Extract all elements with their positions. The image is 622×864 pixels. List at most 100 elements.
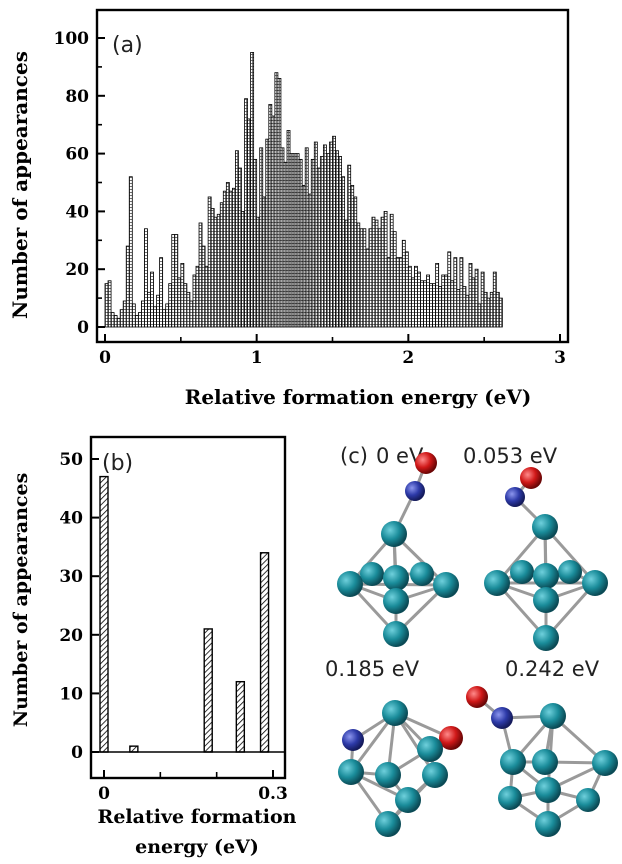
metal-atom xyxy=(582,570,608,596)
chart-a-bar xyxy=(235,150,239,328)
chart-b-ytick-label: 30 xyxy=(59,567,83,587)
chart-a-bar xyxy=(107,280,112,328)
chart-a-bar xyxy=(122,300,127,328)
metal-atom xyxy=(576,788,600,812)
chart-a-bar xyxy=(347,164,352,328)
chart-a-bar xyxy=(125,245,130,328)
chart-a-bar xyxy=(286,130,291,328)
chart-a-bar xyxy=(374,219,379,328)
chart-a-bar xyxy=(368,228,373,328)
chart-a-bar xyxy=(265,138,270,328)
oxygen-atom xyxy=(415,452,437,474)
structure-3-energy: 0.185 eV xyxy=(325,657,420,681)
oxygen-atom xyxy=(520,467,542,489)
chart-a-bar xyxy=(459,257,464,328)
chart-a-bar xyxy=(453,257,458,328)
chart-a-bar xyxy=(177,277,182,328)
chart-a-bar xyxy=(304,147,309,328)
chart-a-bar xyxy=(395,257,400,328)
chart-a-bar xyxy=(383,210,388,328)
chart-a-bar xyxy=(159,257,164,328)
metal-atom xyxy=(592,750,618,776)
metal-atom xyxy=(533,587,559,613)
chart-a-bar xyxy=(192,274,197,328)
chart-a-bar xyxy=(162,309,167,328)
chart-a-bar xyxy=(492,271,497,328)
chart-a-bar xyxy=(204,265,209,328)
chart-a-bar xyxy=(213,216,218,328)
metal-atom xyxy=(381,521,407,547)
chart-b-bar xyxy=(99,475,109,753)
chart-b-xlabel-line-1: Relative formation xyxy=(98,806,297,828)
chart-a-bar xyxy=(344,219,349,328)
chart-b-ytick-label: 50 xyxy=(59,450,83,470)
chart-a-bar xyxy=(429,283,434,328)
chart-a-ytick-label: 60 xyxy=(65,145,89,165)
metal-atom xyxy=(532,514,558,540)
chart-b-xtick-label: 0 xyxy=(98,784,110,804)
cluster-structures xyxy=(337,452,618,837)
chart-a-bar xyxy=(417,271,421,328)
chart-a-bar xyxy=(144,228,148,328)
chart-a-bar xyxy=(225,182,230,328)
metal-atom xyxy=(535,777,561,803)
chart-a-bar xyxy=(216,213,221,328)
structure-4-energy: 0.242 eV xyxy=(505,657,600,681)
chart-a-bar xyxy=(186,291,191,328)
chart-a-bar xyxy=(271,115,276,328)
chart-a-bar xyxy=(134,315,139,328)
chart-a-bar xyxy=(116,317,121,328)
nitrogen-atom xyxy=(505,487,525,507)
chart-a-bar xyxy=(165,303,170,328)
metal-atom xyxy=(510,560,534,584)
chart-a-bar xyxy=(119,309,124,328)
chart-b-bar xyxy=(203,628,213,753)
metal-atom xyxy=(532,749,558,775)
chart-a-bar xyxy=(310,158,315,328)
structure-2-energy: 0.053 eV xyxy=(463,444,558,468)
chart-a-bar xyxy=(238,167,242,328)
metal-atom xyxy=(383,588,409,614)
metal-atom xyxy=(383,565,409,591)
metal-atom xyxy=(535,811,561,837)
chart-a-bar xyxy=(298,158,303,328)
chart-a-bar xyxy=(471,277,476,328)
chart-a-bar xyxy=(174,234,179,328)
metal-atom xyxy=(558,560,582,584)
chart-a-bar xyxy=(456,289,461,328)
chart-b-bar xyxy=(259,552,270,753)
chart-a-ytick-label: 20 xyxy=(65,260,89,280)
chart-a-bar xyxy=(386,257,391,328)
structure-3 xyxy=(338,700,463,837)
chart-a-bar xyxy=(189,300,194,328)
chart-a-ytick-label: 100 xyxy=(54,29,90,49)
metal-atom xyxy=(498,786,522,810)
chart-a-bar xyxy=(377,228,382,328)
chart-a-bar xyxy=(207,196,212,328)
oxygen-atom xyxy=(466,686,488,708)
chart-a-bar xyxy=(477,303,482,328)
chart-a-bar xyxy=(365,248,370,328)
chart-a-bar xyxy=(322,144,327,328)
metal-atom xyxy=(395,787,421,813)
chart-a-bar xyxy=(228,190,233,328)
metal-atom xyxy=(337,571,363,597)
chart-a-bar xyxy=(131,303,136,328)
chart-a-bar xyxy=(329,141,333,328)
chart-a-bar xyxy=(201,245,206,328)
chart-a-ytick-label: 0 xyxy=(77,318,89,338)
chart-b-frame xyxy=(89,435,287,780)
metal-atom xyxy=(360,562,384,586)
chart-a-bar xyxy=(444,274,449,328)
chart-a-ytick-label: 40 xyxy=(65,202,89,222)
chart-b-bars xyxy=(91,475,285,753)
metal-atom xyxy=(375,762,401,788)
chart-a-bar xyxy=(447,251,452,328)
chart-a-bar xyxy=(295,153,300,328)
nitrogen-atom xyxy=(342,729,364,751)
chart-a-bar xyxy=(244,98,248,328)
chart-a-bar xyxy=(350,184,355,328)
chart-a-bar xyxy=(380,216,385,328)
chart-a-bar xyxy=(274,72,279,328)
